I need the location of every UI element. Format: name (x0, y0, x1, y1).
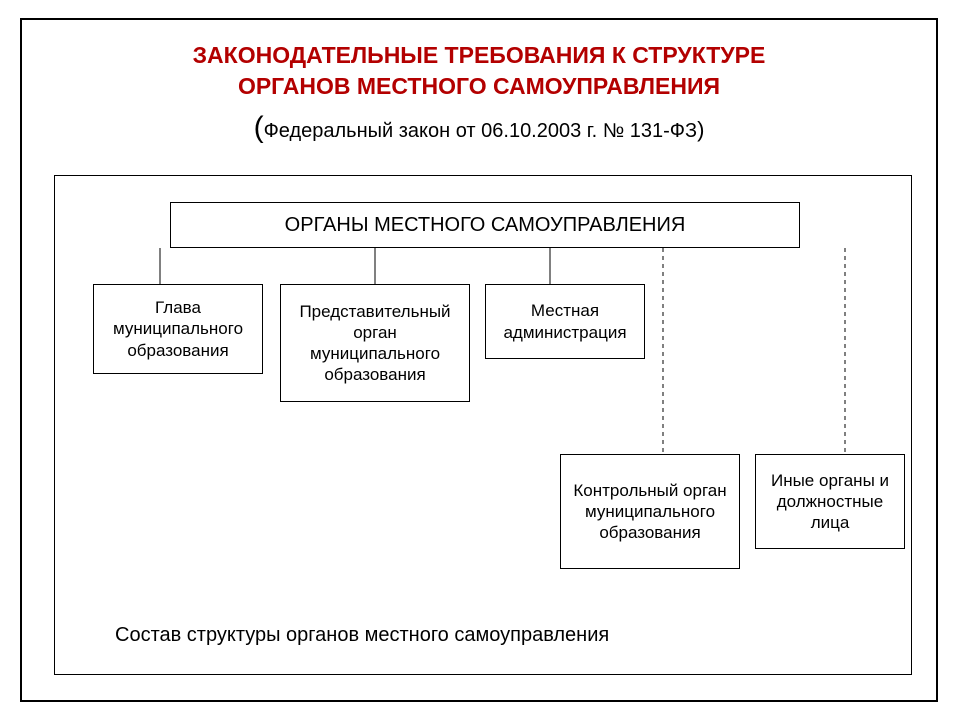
title-line2: ОРГАНОВ МЕСТНОГО САМОУПРАВЛЕНИЯ (22, 71, 936, 102)
node-head: Глава муниципального образования (93, 284, 263, 374)
root-node: ОРГАНЫ МЕСТНОГО САМОУПРАВЛЕНИЯ (170, 202, 800, 248)
node-label: Представительный орган муниципального об… (287, 301, 463, 386)
node-control: Контрольный орган муниципального образов… (560, 454, 740, 569)
title-line1: ЗАКОНОДАТЕЛЬНЫЕ ТРЕБОВАНИЯ К СТРУКТУРЕ (22, 40, 936, 71)
root-label: ОРГАНЫ МЕСТНОГО САМОУПРАВЛЕНИЯ (285, 214, 686, 237)
node-representative: Представительный орган муниципального об… (280, 284, 470, 402)
node-label: Местная администрация (492, 300, 638, 343)
node-other: Иные органы и должностные лица (755, 454, 905, 549)
title-block: ЗАКОНОДАТЕЛЬНЫЕ ТРЕБОВАНИЯ К СТРУКТУРЕ О… (22, 20, 936, 149)
connectors-svg (55, 176, 911, 674)
outer-frame: ЗАКОНОДАТЕЛЬНЫЕ ТРЕБОВАНИЯ К СТРУКТУРЕ О… (20, 18, 938, 702)
diagram-caption: Состав структуры органов местного самоуп… (115, 624, 609, 647)
subtitle: (Федеральный закон от 06.10.2003 г. № 13… (22, 108, 936, 149)
node-label: Контрольный орган муниципального образов… (567, 480, 733, 544)
node-label: Глава муниципального образования (100, 297, 256, 361)
node-administration: Местная администрация (485, 284, 645, 359)
node-label: Иные органы и должностные лица (762, 470, 898, 534)
inner-frame: ОРГАНЫ МЕСТНОГО САМОУПРАВЛЕНИЯ Глава мун… (54, 175, 912, 675)
